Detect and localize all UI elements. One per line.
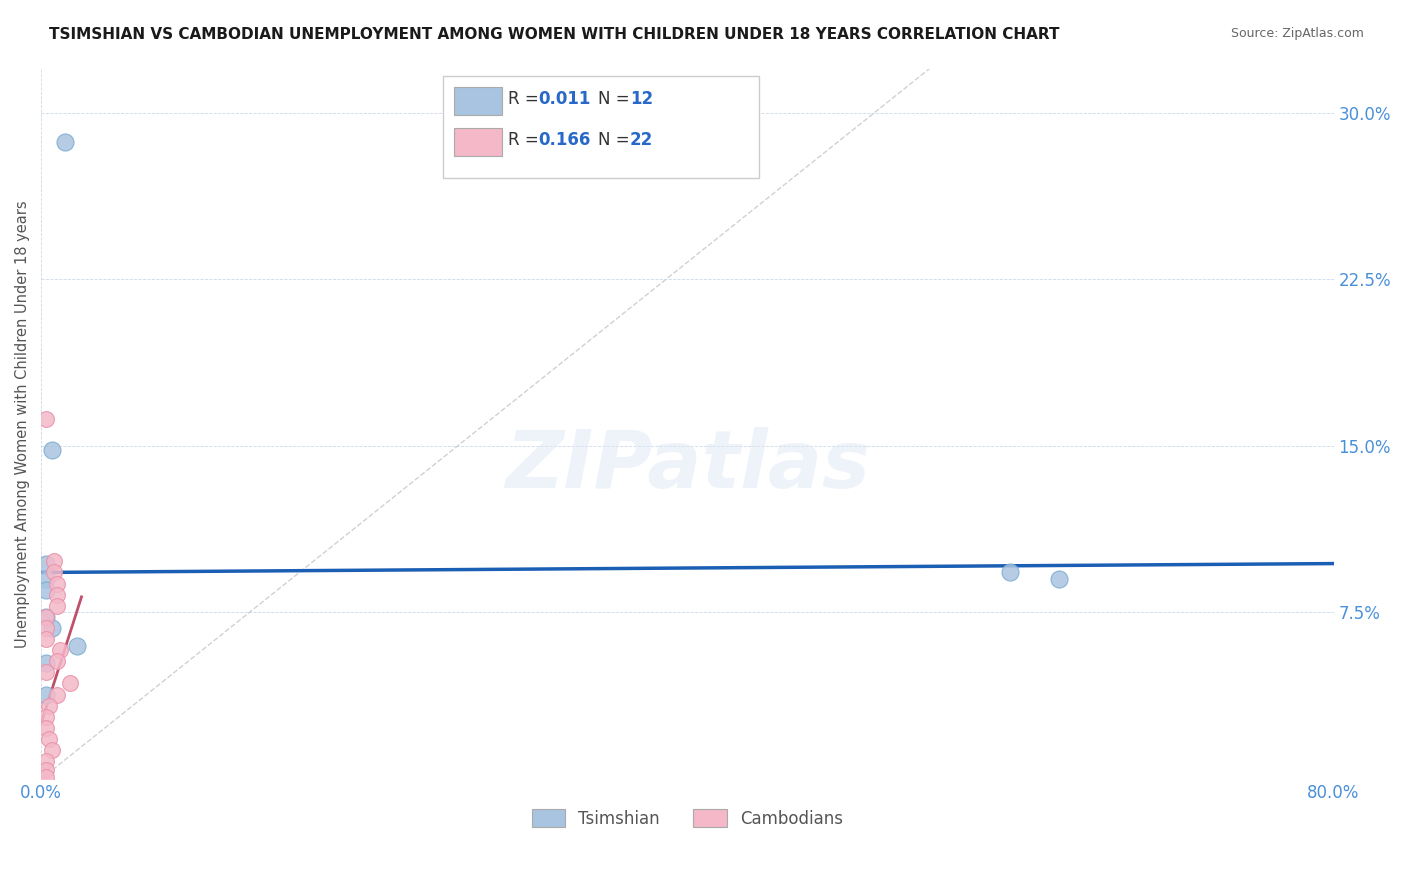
Text: 0.011: 0.011	[538, 90, 591, 108]
Text: N =: N =	[598, 90, 634, 108]
Point	[1047, 572, 1070, 586]
Point	[49, 643, 72, 657]
Point	[35, 572, 58, 586]
Text: TSIMSHIAN VS CAMBODIAN UNEMPLOYMENT AMONG WOMEN WITH CHILDREN UNDER 18 YEARS COR: TSIMSHIAN VS CAMBODIAN UNEMPLOYMENT AMON…	[49, 27, 1060, 42]
Point	[59, 676, 82, 690]
Point	[53, 135, 76, 149]
Point	[41, 743, 63, 757]
Legend: Tsimshian, Cambodians: Tsimshian, Cambodians	[524, 803, 849, 835]
Point	[1000, 566, 1022, 580]
Point	[35, 610, 58, 624]
Text: 12: 12	[630, 90, 652, 108]
Text: N =: N =	[598, 131, 634, 149]
Point	[35, 688, 58, 702]
Point	[41, 621, 63, 635]
Text: 0.166: 0.166	[538, 131, 591, 149]
Point	[35, 657, 58, 671]
Point	[35, 665, 58, 680]
Point	[46, 688, 69, 702]
Point	[66, 639, 89, 653]
Point	[35, 763, 58, 777]
Text: R =: R =	[508, 90, 544, 108]
Text: ZIPatlas: ZIPatlas	[505, 427, 870, 506]
Point	[35, 632, 58, 646]
Point	[35, 621, 58, 635]
Text: R =: R =	[508, 131, 544, 149]
Point	[35, 583, 58, 598]
Point	[35, 770, 58, 784]
Point	[35, 710, 58, 724]
Point	[38, 698, 60, 713]
Point	[35, 754, 58, 768]
Point	[42, 554, 65, 568]
Point	[46, 599, 69, 613]
Point	[46, 576, 69, 591]
Point	[35, 412, 58, 426]
Text: Source: ZipAtlas.com: Source: ZipAtlas.com	[1230, 27, 1364, 40]
Point	[46, 654, 69, 668]
Point	[35, 721, 58, 735]
Y-axis label: Unemployment Among Women with Children Under 18 years: Unemployment Among Women with Children U…	[15, 200, 30, 648]
Point	[38, 731, 60, 746]
Point	[35, 557, 58, 571]
Point	[46, 588, 69, 602]
Text: 22: 22	[630, 131, 654, 149]
Point	[42, 566, 65, 580]
Point	[41, 443, 63, 458]
Point	[35, 610, 58, 624]
